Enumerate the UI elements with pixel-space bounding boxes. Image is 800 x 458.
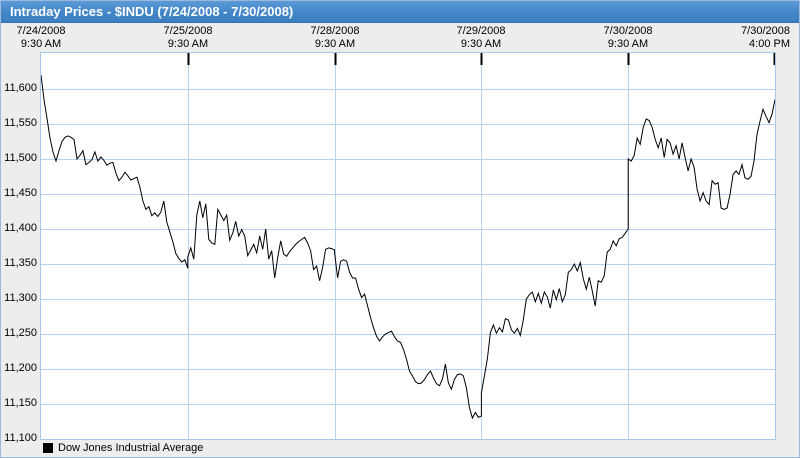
x-axis-label-time: 9:30 AM <box>167 38 209 50</box>
x-axis-label: 7/28/2008 9:30 AM <box>311 25 360 51</box>
x-axis-label: 7/30/2008 4:00 PM <box>741 25 790 51</box>
x-axis-label-date: 7/29/2008 <box>456 25 506 37</box>
x-axis-label-date: 7/24/2008 <box>16 25 66 37</box>
y-axis-label: 11,600 <box>4 82 37 94</box>
x-axis-label: 7/25/2008 9:30 AM <box>164 25 213 51</box>
x-axis-label: 7/24/2008 9:30 AM <box>17 25 66 51</box>
legend-swatch <box>43 443 53 453</box>
y-axis-label: 11,350 <box>4 257 37 269</box>
legend-label: Dow Jones Industrial Average <box>58 442 204 454</box>
x-axis-label-date: 7/30/2008 <box>741 25 790 37</box>
x-axis-label-date: 7/25/2008 <box>163 25 213 37</box>
y-axis-label: 11,550 <box>4 117 37 129</box>
y-axis-label: 11,300 <box>4 292 37 304</box>
y-axis-label: 11,450 <box>4 187 37 199</box>
x-axis-label-time: 9:30 AM <box>314 38 356 50</box>
x-axis-label: 7/30/2008 9:30 AM <box>604 25 653 51</box>
plot-area[interactable] <box>40 52 776 440</box>
y-axis-label: 11,250 <box>4 327 37 339</box>
x-axis-label-time: 4:00 PM <box>749 38 790 50</box>
y-axis-label: 11,100 <box>4 432 37 444</box>
x-axis-label-time: 9:30 AM <box>607 38 649 50</box>
title-bar: Intraday Prices - $INDU (7/24/2008 - 7/3… <box>1 1 799 23</box>
x-axis-label-date: 7/28/2008 <box>310 25 360 37</box>
x-axis-label-date: 7/30/2008 <box>603 25 653 37</box>
y-axis-label: 11,500 <box>4 152 37 164</box>
y-axis-label: 11,200 <box>4 362 37 374</box>
x-axis-label-time: 9:30 AM <box>20 38 62 50</box>
y-axis-label: 11,150 <box>4 397 37 409</box>
legend: Dow Jones Industrial Average <box>43 441 203 455</box>
y-axis-label: 11,400 <box>4 222 37 234</box>
x-axis-label: 7/29/2008 9:30 AM <box>457 25 506 51</box>
chart-title: Intraday Prices - $INDU (7/24/2008 - 7/3… <box>10 4 294 19</box>
price-chart-svg[interactable] <box>41 53 775 439</box>
x-axis-label-time: 9:30 AM <box>460 38 502 50</box>
